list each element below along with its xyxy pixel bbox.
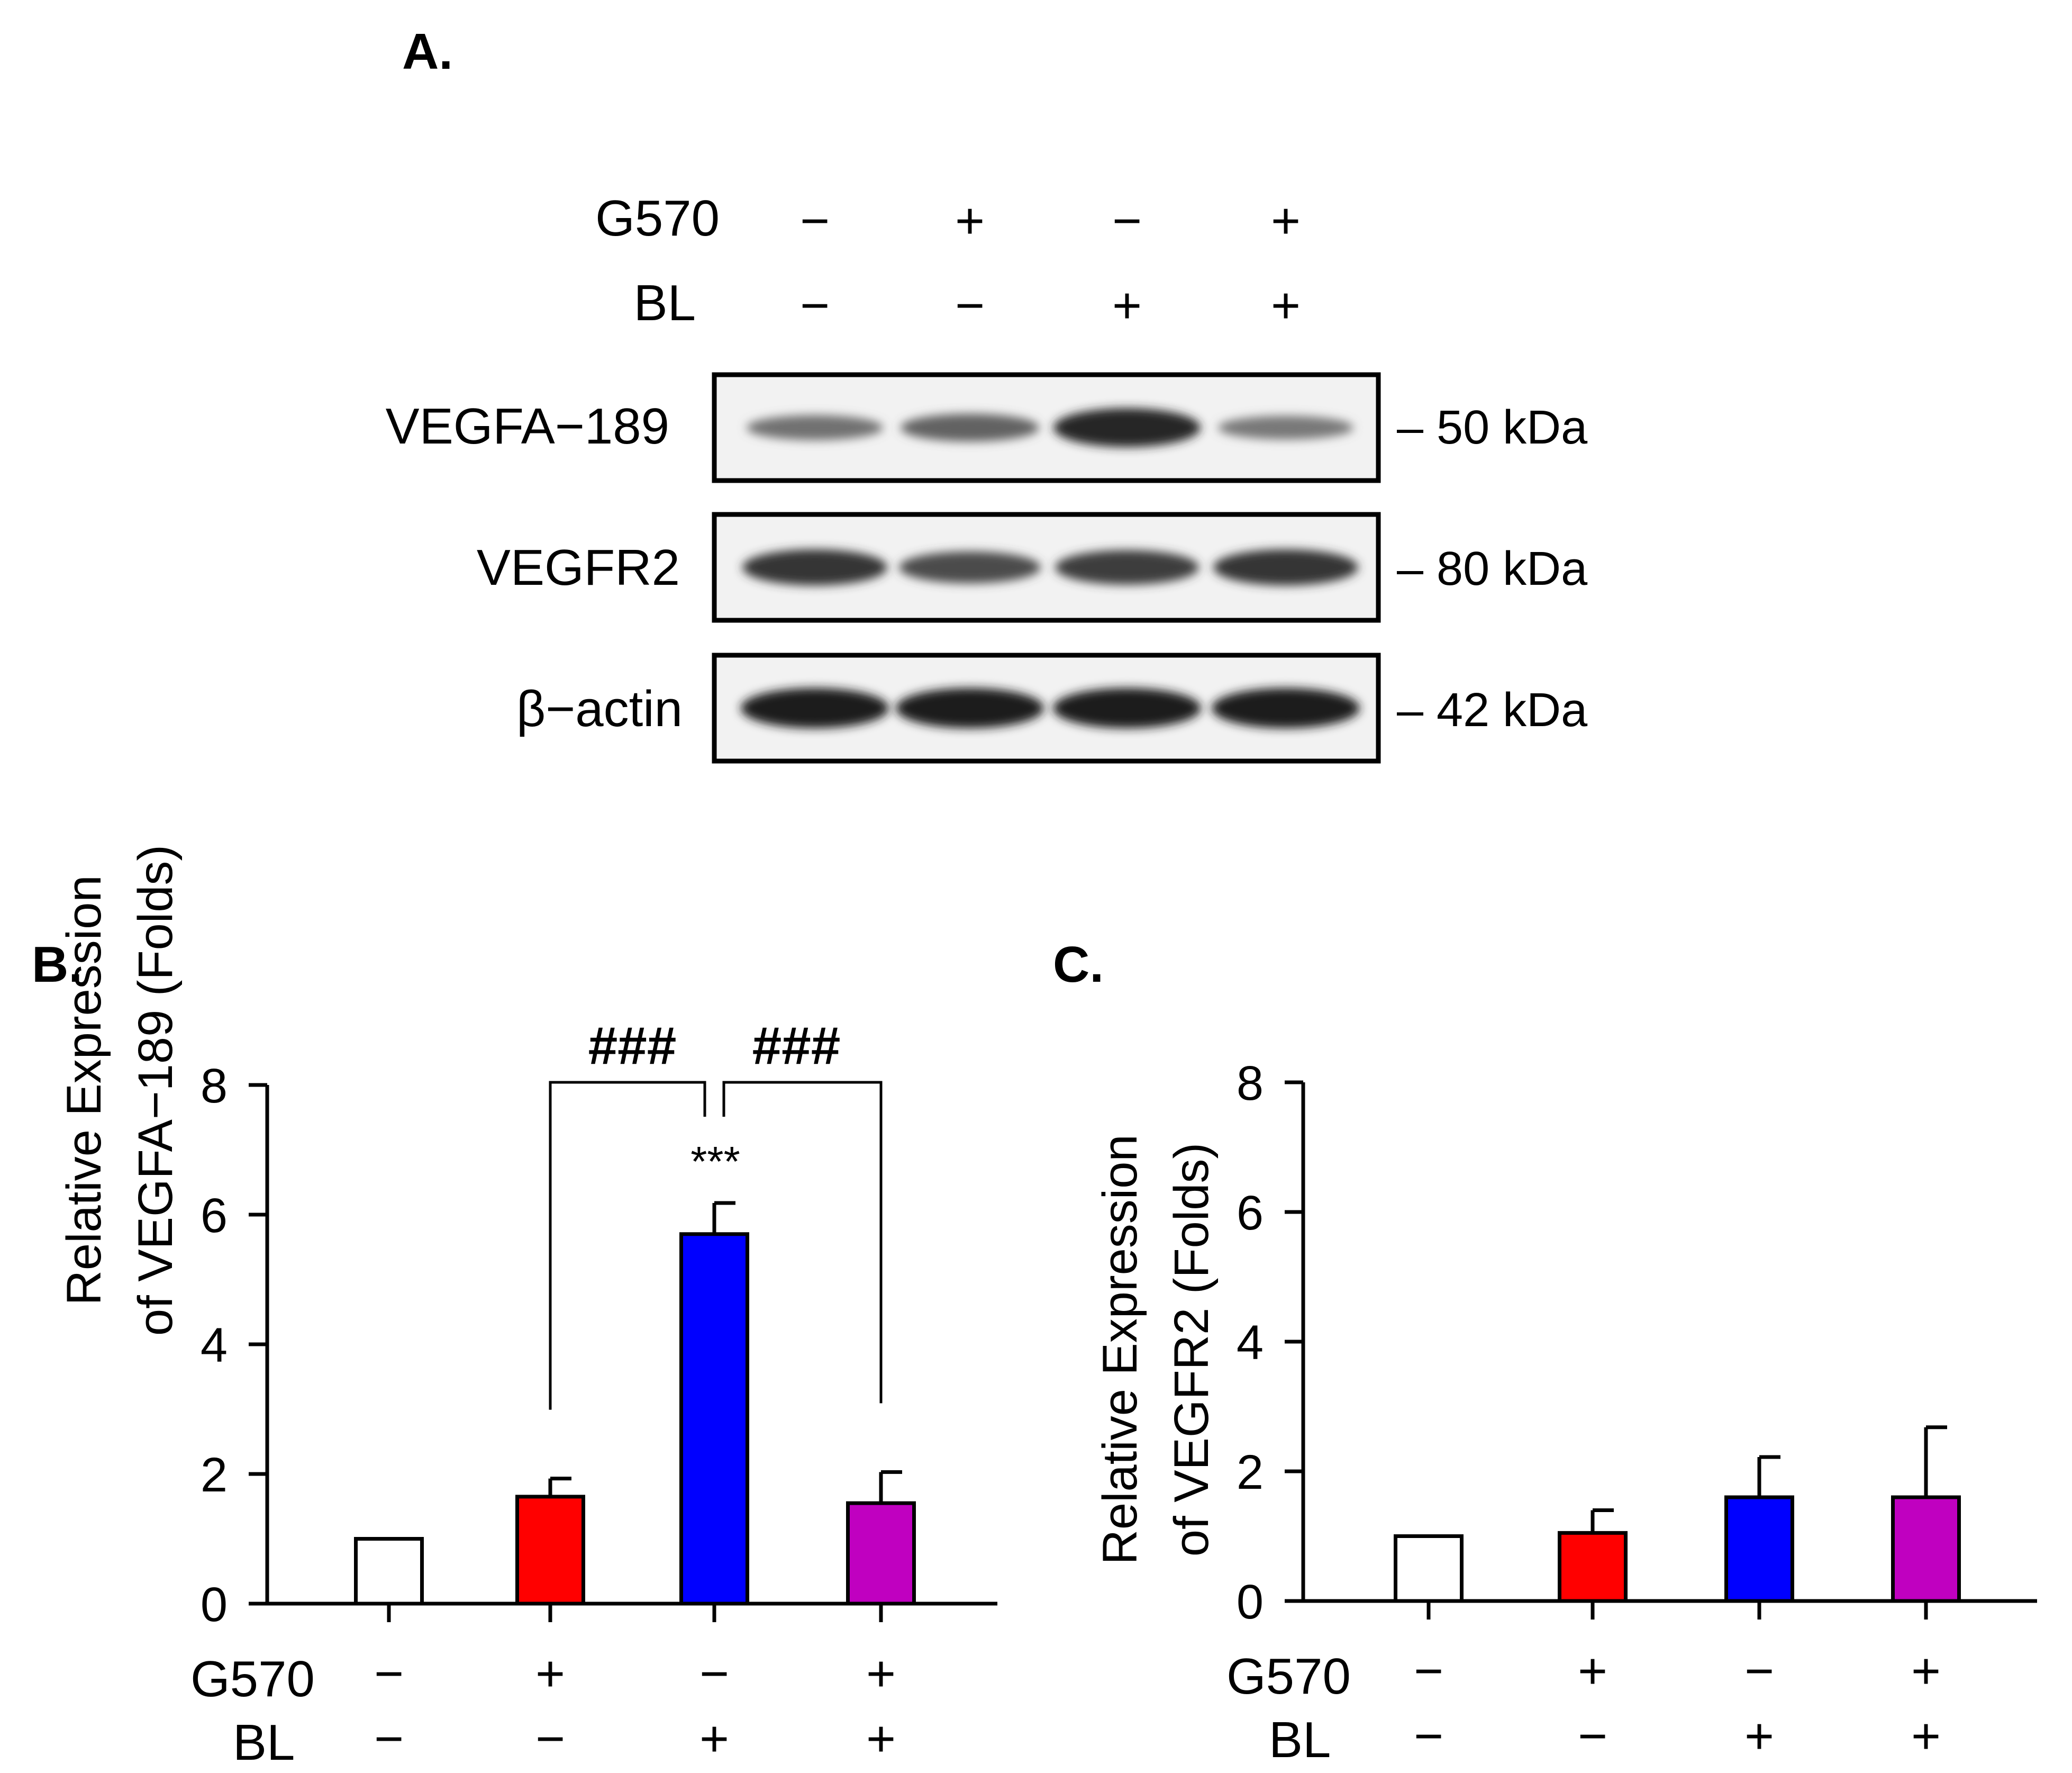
x-sign: + xyxy=(1744,1708,1774,1765)
bar-g570-bl xyxy=(846,1501,916,1606)
bar-g570 xyxy=(1558,1531,1628,1603)
blot-bl-label: BL xyxy=(634,275,696,331)
x-sign: − xyxy=(1578,1708,1607,1765)
significance-bracket xyxy=(722,1081,883,1404)
blot-g570-sign: + xyxy=(1271,193,1301,249)
x-sign: − xyxy=(1744,1643,1774,1699)
blot-marker-label: – 80 kDa xyxy=(1397,542,1588,595)
blot-bands xyxy=(742,549,1358,586)
blot-bl-sign: + xyxy=(1112,277,1142,334)
panel-c-letter: C. xyxy=(1053,936,1104,993)
blot-band xyxy=(741,688,889,728)
x-sign: + xyxy=(535,1645,565,1702)
x-sign: − xyxy=(374,1645,404,1702)
plot-area xyxy=(1285,1080,2037,1620)
panel-b-letter: B. xyxy=(32,936,83,993)
blot-band xyxy=(1218,415,1353,440)
y-tick-label: 2 xyxy=(1237,1445,1264,1499)
chart-vegfr2: Relative Expression of VEGFR2 (Folds) 0 … xyxy=(1093,1056,2037,1768)
x-sign: − xyxy=(1414,1708,1443,1765)
blot-band xyxy=(899,551,1041,584)
x-row-label-bl: BL xyxy=(1269,1712,1331,1768)
blot-band xyxy=(747,415,883,440)
bar-bl xyxy=(1724,1495,1794,1603)
bracket-label: ### xyxy=(588,1016,677,1075)
y-tick-label: 4 xyxy=(201,1318,228,1372)
panel-a-letter: A. xyxy=(402,23,453,80)
bar-control xyxy=(354,1537,424,1606)
blot-protein-label: VEGFR2 xyxy=(477,539,680,596)
blot-g570-label: G570 xyxy=(595,190,720,247)
significance-stars: *** xyxy=(690,1138,740,1185)
x-sign: + xyxy=(1578,1643,1607,1699)
blot-band xyxy=(1212,688,1360,728)
x-sign: − xyxy=(535,1711,565,1767)
x-sign: + xyxy=(866,1711,896,1767)
y-tick-label: 6 xyxy=(1237,1186,1264,1240)
blot-band xyxy=(1053,688,1201,728)
blot-band xyxy=(896,688,1044,728)
blot-band xyxy=(742,549,887,586)
blot-bl-sign: − xyxy=(955,277,985,334)
significance-bracket xyxy=(549,1081,706,1410)
blot-protein-label: β−actin xyxy=(516,681,683,737)
blot-row-beta-actin: β−actin – 42 kDa xyxy=(516,653,1588,764)
blot-bands xyxy=(747,408,1353,447)
x-row-label-bl: BL xyxy=(233,1714,295,1771)
x-sign: + xyxy=(866,1645,896,1702)
y-axis-title: of VEGFR2 (Folds) xyxy=(1165,1143,1219,1557)
bar-g570-bl xyxy=(1891,1495,1961,1603)
bracket-label: ### xyxy=(752,1016,841,1075)
blot-g570-sign: + xyxy=(955,193,985,249)
blot-band xyxy=(1053,408,1201,447)
y-axis-title: Relative Expression xyxy=(57,875,111,1305)
bar-control xyxy=(1394,1534,1464,1603)
x-row-label-g570: G570 xyxy=(1226,1648,1351,1705)
blot-band xyxy=(1213,549,1358,586)
x-row-label-g570: G570 xyxy=(190,1651,315,1707)
x-sign: + xyxy=(1911,1708,1941,1765)
y-tick-label: 0 xyxy=(1237,1575,1264,1629)
y-tick-label: 6 xyxy=(201,1189,228,1243)
bar-bl xyxy=(679,1232,749,1606)
y-tick-label: 0 xyxy=(201,1578,228,1632)
blot-protein-label: VEGFA−189 xyxy=(386,398,669,455)
y-tick-label: 8 xyxy=(201,1059,228,1113)
blot-marker-label: – 42 kDa xyxy=(1397,684,1588,737)
y-axis-title: of VEGFA−189 (Folds) xyxy=(129,845,183,1336)
x-sign: − xyxy=(699,1645,729,1702)
blot-bl-sign: − xyxy=(800,277,830,334)
x-sign: + xyxy=(699,1711,729,1767)
blot-g570-sign: − xyxy=(800,193,830,249)
blot-band xyxy=(1055,550,1199,585)
x-sign: − xyxy=(1414,1643,1443,1699)
blot-bl-sign: + xyxy=(1271,277,1301,334)
chart-vegfa: Relative Expression of VEGFA−189 (Folds)… xyxy=(57,845,997,1771)
blot-bands xyxy=(741,688,1360,728)
blot-row-vegfr2: VEGFR2 – 80 kDa xyxy=(477,512,1588,623)
blot-row-vegfa: VEGFA−189 – 50 kDa xyxy=(386,372,1588,483)
x-sign: + xyxy=(1911,1643,1941,1699)
blot-marker-label: – 50 kDa xyxy=(1397,401,1588,454)
blot-band xyxy=(901,413,1039,442)
blot-g570-sign: − xyxy=(1112,193,1142,249)
y-axis-title: Relative Expression xyxy=(1093,1134,1147,1564)
plot-area xyxy=(249,1081,997,1622)
y-tick-label: 4 xyxy=(1237,1316,1264,1370)
x-sign: − xyxy=(374,1711,404,1767)
y-tick-label: 2 xyxy=(201,1448,228,1502)
y-tick-label: 8 xyxy=(1237,1056,1264,1110)
bar-g570 xyxy=(515,1495,585,1606)
